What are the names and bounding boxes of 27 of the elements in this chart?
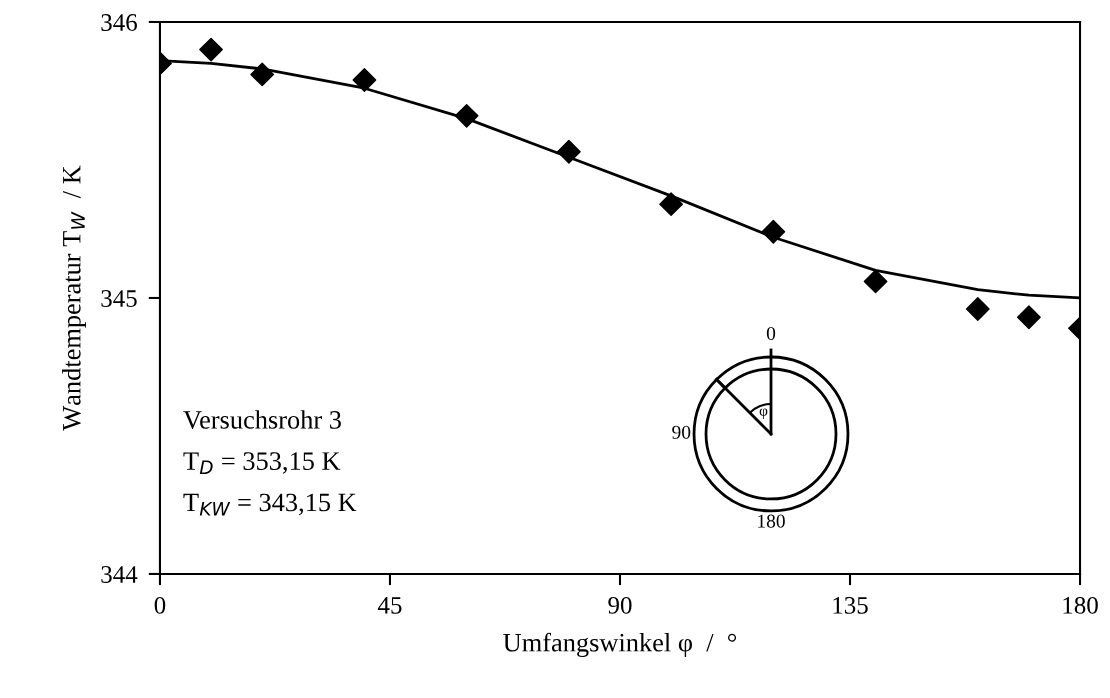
annotation: 90: [672, 425, 691, 439]
x-tick-label: 45: [377, 597, 402, 614]
x-tick-label: 0: [154, 596, 166, 614]
point: [556, 139, 581, 164]
point: [659, 192, 683, 217]
y-axis-title: Wandtemperatur T$_{W}$ / K: [62, 165, 86, 431]
annotation: φ: [759, 408, 768, 419]
point: [1017, 305, 1041, 330]
point: [863, 269, 888, 294]
x-axis-title: Umfangswinkel φ / °: [503, 632, 737, 658]
point: [250, 62, 275, 87]
y-tick-label: 344: [101, 566, 138, 583]
point: [761, 219, 786, 244]
y-tick-label: 346: [101, 14, 137, 31]
annotation: T$_{D}$ = 353,15 K: [183, 452, 341, 475]
point: [352, 68, 377, 92]
point: [199, 37, 223, 62]
point: [454, 103, 479, 128]
annotation: Versuchsrohr 3: [183, 410, 341, 429]
point: [965, 297, 990, 321]
annotation: T$_{KW}$ = 343,15 K: [183, 493, 357, 516]
y-tick-label: 345: [101, 290, 137, 307]
x-tick-label: 135: [833, 596, 868, 614]
x-tick-label: 90: [608, 596, 632, 614]
x-tick-label: 180: [1063, 596, 1098, 614]
annotation: 0: [766, 326, 776, 341]
annotation: 180: [758, 514, 785, 528]
